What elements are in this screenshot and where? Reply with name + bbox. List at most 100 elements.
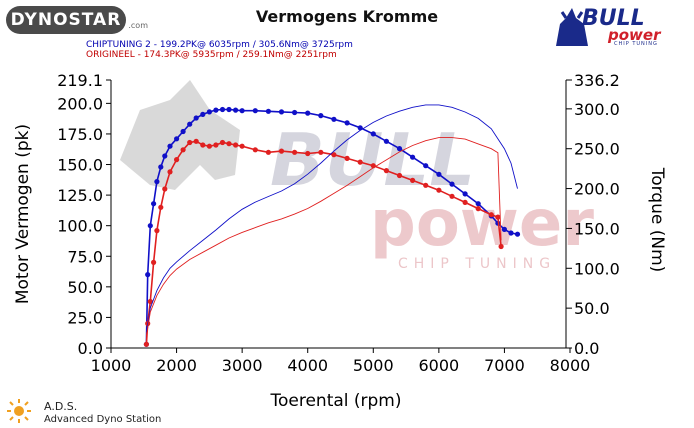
y-right-tick-label: 0.0	[574, 339, 599, 358]
data-point	[147, 223, 153, 229]
y-left-tick-label: 219.1	[57, 71, 103, 90]
data-point	[174, 157, 180, 163]
chart-title: Vermogens Kromme	[255, 7, 439, 26]
x-tick-label: 2000	[156, 356, 197, 375]
data-point	[292, 109, 298, 116]
data-point	[167, 143, 173, 149]
data-point	[200, 142, 206, 148]
y-left-tick-label: 75.0	[67, 247, 103, 266]
data-point	[147, 298, 153, 305]
y-right-tick-label: 50.0	[574, 299, 610, 318]
y-left-tick-label: 200.0	[57, 94, 103, 113]
series-line-power	[145, 140, 502, 345]
data-point	[252, 147, 258, 153]
data-point	[151, 259, 157, 265]
data-point	[187, 121, 193, 127]
data-point	[501, 226, 507, 232]
data-point	[151, 201, 157, 207]
y-right-tick-label: 336.2	[574, 71, 620, 90]
y-right-tick-label: 100.0	[574, 259, 620, 278]
data-point	[383, 168, 389, 174]
x-tick-label: 4000	[287, 356, 328, 375]
data-point	[278, 109, 285, 115]
data-point	[278, 148, 285, 154]
data-point	[265, 149, 271, 155]
data-point	[252, 108, 258, 114]
data-point	[488, 212, 494, 218]
data-point	[145, 272, 151, 278]
data-point	[357, 159, 363, 165]
dynostar-logo-text: DYNOSTAR	[10, 10, 122, 30]
data-point	[239, 108, 245, 114]
ads-title: A.D.S.	[44, 400, 78, 413]
data-point	[498, 243, 504, 250]
x-tick-label: 8000	[550, 356, 591, 375]
watermark-power: power	[370, 187, 594, 261]
bull-icon	[556, 8, 588, 46]
bullpower-logo-chiptuning: CHIP TUNING	[614, 41, 658, 47]
data-point	[187, 139, 193, 146]
data-point	[143, 341, 149, 347]
y-left-tick-label: 25.0	[67, 308, 103, 327]
data-point	[331, 152, 337, 158]
data-point	[292, 149, 298, 155]
data-point	[475, 206, 481, 212]
data-point	[226, 106, 232, 113]
y-left-tick-label: 100.0	[57, 217, 103, 236]
y-axis-left-label: Motor Vermogen (pk)	[13, 124, 33, 304]
data-point	[449, 193, 455, 199]
y-right-tick-label: 200.0	[574, 180, 620, 199]
x-tick-label: 6000	[418, 356, 459, 375]
data-point	[193, 138, 199, 144]
data-point	[206, 109, 212, 115]
data-point	[200, 111, 206, 117]
data-point	[193, 115, 199, 121]
data-point	[396, 146, 403, 152]
data-point	[305, 110, 311, 116]
data-point	[219, 106, 226, 113]
data-point	[344, 155, 350, 161]
y-left-tick-label: 125.0	[57, 186, 103, 205]
data-point	[449, 181, 455, 187]
y-left-tick-label: 0.0	[78, 339, 103, 358]
data-point	[475, 201, 481, 207]
y-left-tick-label: 150.0	[57, 156, 103, 175]
data-point	[213, 142, 219, 148]
x-tick-label: 5000	[353, 356, 394, 375]
y-right-tick-label: 250.0	[574, 140, 620, 159]
data-point	[462, 199, 468, 205]
data-point	[213, 107, 219, 113]
data-point	[265, 108, 271, 114]
data-point	[423, 163, 429, 169]
data-point	[305, 150, 311, 157]
y-left-tick-label: 50.0	[67, 278, 103, 297]
data-point	[370, 131, 376, 137]
axes: 1000 2000 3000 4000 5000 6000 7000 8000 219.1 200…	[57, 71, 620, 375]
x-tick-label: 1000	[91, 356, 132, 375]
bullpower-logo: BULL power CHIP TUNING	[552, 4, 662, 48]
series-line-torque	[145, 137, 502, 337]
data-point	[344, 120, 350, 126]
ads-sun-icon	[7, 399, 31, 423]
data-point	[436, 187, 442, 193]
data-point	[162, 153, 168, 159]
watermark-chiptuning: CHIP TUNING	[398, 256, 556, 272]
data-point	[396, 172, 403, 179]
data-point	[423, 182, 429, 188]
data-point	[318, 149, 324, 155]
data-point	[162, 186, 168, 192]
data-point	[436, 171, 442, 177]
data-point	[495, 214, 501, 220]
bullpower-logo-bull: BULL	[582, 6, 645, 31]
series-line-torque	[145, 104, 518, 333]
data-point	[180, 147, 186, 153]
x-tick-label: 7000	[484, 356, 525, 375]
legend-origineel: ORIGINEEL - 174.3PK@ 5935rpm / 259.1Nm@ …	[86, 50, 337, 60]
legend-chiptuning: CHIPTUNING 2 - 199.2PK@ 6035rpm / 305.6N…	[86, 40, 353, 50]
ads-subtitle: Advanced Dyno Station	[44, 414, 162, 425]
data-point	[514, 231, 521, 237]
x-tick-label: 3000	[222, 356, 263, 375]
data-point	[167, 169, 173, 175]
y-axis-right-label: Torque (Nm)	[647, 167, 667, 273]
